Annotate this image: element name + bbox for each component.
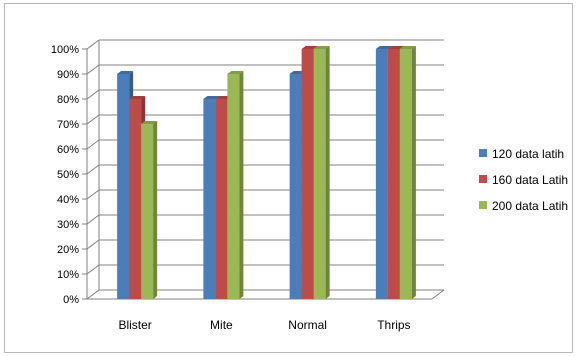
side-gridline — [86, 164, 100, 175]
bar-side — [153, 121, 158, 299]
side-gridline — [86, 114, 100, 125]
x-category-label: Thrips — [377, 318, 410, 332]
bar-top — [141, 121, 158, 124]
bar-top — [129, 96, 146, 99]
bar-front — [141, 124, 154, 299]
y-tick-label: 40% — [57, 194, 79, 206]
legend-swatch — [479, 149, 487, 157]
bar-side — [239, 71, 244, 299]
side-gridline — [86, 39, 100, 50]
bar-side — [325, 46, 330, 299]
bar — [313, 46, 330, 299]
x-category-label: Blister — [118, 318, 151, 332]
legend-item: 200 data Latih — [479, 199, 568, 213]
bar-top — [375, 46, 392, 49]
side-gridline — [86, 214, 100, 225]
bar-front — [399, 49, 412, 299]
bar-front — [117, 74, 130, 299]
bar-front — [301, 49, 314, 299]
bar-front — [227, 74, 240, 299]
legend-swatch — [479, 201, 487, 209]
bar-side — [411, 46, 416, 299]
bar-front — [203, 99, 216, 299]
y-tick-label: 20% — [57, 244, 79, 256]
legend-item: 120 data latih — [479, 147, 564, 161]
y-tick-label: 0% — [63, 294, 79, 306]
legend-item: 160 data Latih — [479, 173, 568, 187]
bar-top — [117, 71, 134, 74]
legend-swatch — [479, 175, 487, 183]
side-gridline — [86, 64, 100, 75]
label-layer: 0% 10% 20% 30% 40% 50% 60% 70% 80% 90% 100% Blister… — [51, 44, 411, 332]
legend-label: 200 data Latih — [492, 199, 568, 213]
bar-front — [387, 49, 400, 299]
bar-layer — [117, 46, 416, 299]
bar — [399, 46, 416, 299]
y-tick-label: 80% — [57, 94, 79, 106]
y-tick-label: 10% — [57, 269, 79, 281]
y-tick-label: 90% — [57, 69, 79, 81]
bar-front — [129, 99, 142, 299]
floor-edge — [431, 289, 445, 300]
bar-front — [375, 49, 388, 299]
x-category-label: Mite — [210, 318, 233, 332]
bar-top — [313, 46, 330, 49]
bar — [227, 71, 244, 299]
y-tick-label: 30% — [57, 219, 79, 231]
y-tick-label: 70% — [57, 119, 79, 131]
y-tick-label: 100% — [51, 44, 79, 56]
legend-label: 160 data Latih — [492, 173, 568, 187]
side-gridline — [86, 239, 100, 250]
y-tick-label: 60% — [57, 144, 79, 156]
side-gridline — [86, 139, 100, 150]
bar-top — [387, 46, 404, 49]
bar-front — [215, 99, 228, 299]
bar — [141, 121, 158, 299]
y-tick-label: 50% — [57, 169, 79, 181]
bar-front — [313, 49, 326, 299]
x-category-label: Normal — [288, 318, 327, 332]
side-gridline — [86, 89, 100, 100]
side-gridline — [86, 289, 100, 300]
bar-top — [227, 71, 244, 74]
bar-front — [289, 74, 302, 299]
bar-top — [301, 46, 318, 49]
legend-label: 120 data latih — [492, 147, 564, 161]
legend: 120 data latih 160 data Latih 200 data Lat… — [479, 147, 568, 213]
side-gridline — [86, 264, 100, 275]
side-gridline — [86, 189, 100, 200]
bar-top — [203, 96, 220, 99]
bar-top — [399, 46, 416, 49]
